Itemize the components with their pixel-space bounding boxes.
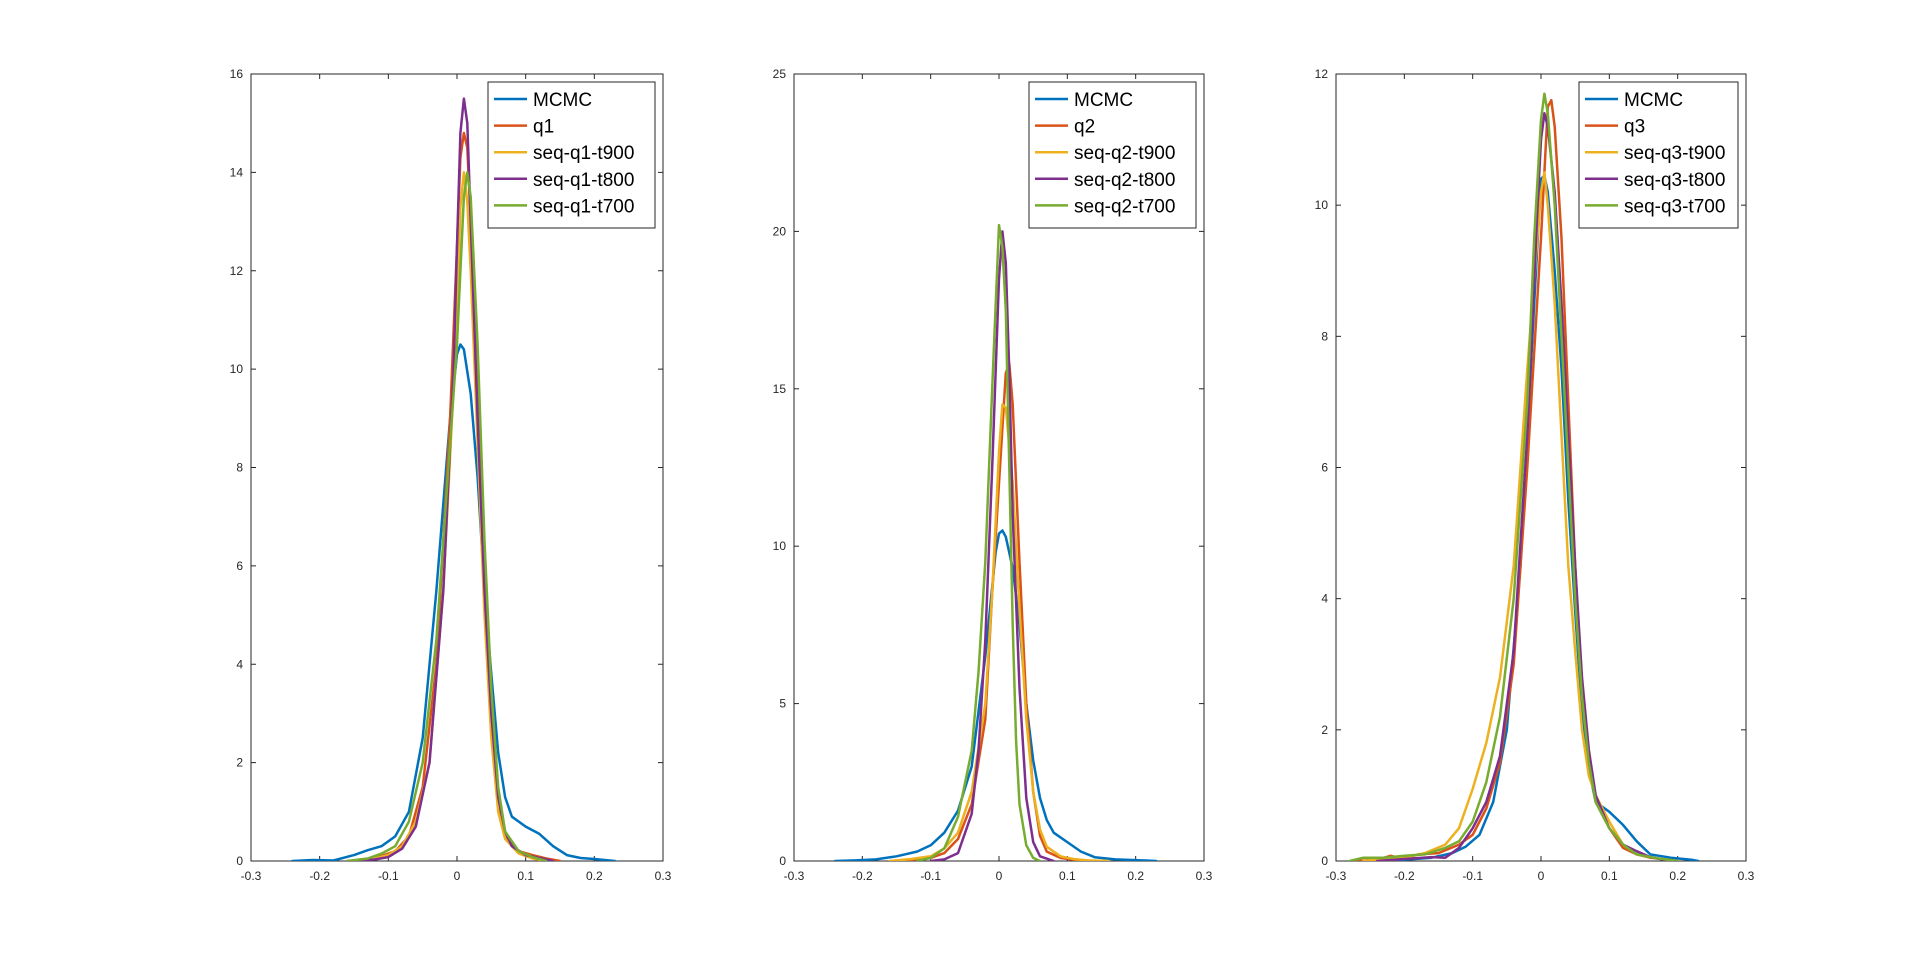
- legend-label: seq-q3-t800: [1624, 170, 1725, 191]
- x-tick-label: -0.1: [378, 869, 399, 883]
- legend-label: seq-q1-t700: [533, 196, 634, 217]
- subplot-2: -0.3 -0.2 -0.1 0 0.1 0.2 0.3 0 5 10 15 20 25 MCMC q2 se…: [773, 67, 1213, 883]
- series-line-seq-q2-t800: [929, 230, 1055, 861]
- x-tick-label: 0.1: [1601, 869, 1618, 883]
- y-tick-label: 4: [1321, 592, 1328, 606]
- x-tick-label: 0: [996, 869, 1003, 883]
- legend-box: [1028, 81, 1197, 229]
- x-tick-label: -0.3: [784, 869, 805, 883]
- y-tick-label: 16: [230, 67, 244, 81]
- y-tick-label: 14: [230, 165, 244, 179]
- y-tick-label: 0: [779, 854, 786, 868]
- subplot-1: -0.3 -0.2 -0.1 0 0.1 0.2 0.3 0 2 4 6 8 10 12 14 16 MCMC q…: [230, 67, 672, 883]
- x-tick-label: 0.1: [1059, 869, 1076, 883]
- y-tick-label: 12: [230, 264, 244, 278]
- x-tick-label: 0.2: [1127, 869, 1144, 883]
- x-tick-label: 0.3: [655, 869, 672, 883]
- legend-label: q3: [1624, 117, 1645, 138]
- y-tick-label: 20: [773, 224, 787, 238]
- x-tick-label: -0.2: [852, 869, 873, 883]
- y-tick-label: 10: [1315, 198, 1329, 212]
- legend-label: seq-q2-t800: [1074, 170, 1175, 191]
- x-tick-label: -0.2: [1394, 869, 1415, 883]
- y-tick-label: 5: [779, 697, 786, 711]
- series-line-seq-q2-t900: [888, 403, 1110, 861]
- series-line-MCMC: [290, 343, 617, 861]
- x-tick-label: -0.3: [1326, 869, 1347, 883]
- series-line-seq-q3-t900: [1362, 171, 1679, 861]
- legend-label: q1: [533, 117, 554, 138]
- y-tick-label: 6: [1321, 461, 1328, 475]
- legend-label: MCMC: [533, 90, 592, 111]
- legend-label: MCMC: [1074, 90, 1133, 111]
- y-tick-label: 15: [773, 382, 787, 396]
- legend-label: seq-q1-t800: [533, 170, 634, 191]
- series-line-seq-q1-t800: [352, 97, 555, 861]
- legend-label: seq-q2-t700: [1074, 196, 1175, 217]
- x-tick-label: 0.2: [586, 869, 603, 883]
- subplot-3: -0.3 -0.2 -0.1 0 0.1 0.2 0.3 0 2 4 6 8 10 12 MCMC q3 seq…: [1315, 67, 1755, 883]
- y-tick-label: 8: [236, 461, 243, 475]
- x-tick-label: 0.2: [1669, 869, 1686, 883]
- series-line-seq-q2-t700: [915, 223, 1042, 861]
- legend-label: seq-q3-t700: [1624, 196, 1725, 217]
- y-tick-label: 8: [1321, 329, 1328, 343]
- y-tick-label: 10: [773, 539, 787, 553]
- x-tick-label: 0.3: [1738, 869, 1755, 883]
- x-tick-label: -0.1: [920, 869, 941, 883]
- x-tick-label: -0.1: [1462, 869, 1483, 883]
- y-tick-label: 2: [1321, 723, 1328, 737]
- y-tick-label: 10: [230, 362, 244, 376]
- series-line-seq-q3-t700: [1348, 92, 1679, 861]
- x-tick-label: 0.3: [1196, 869, 1213, 883]
- legend-label: MCMC: [1624, 90, 1683, 111]
- y-tick-label: 4: [236, 657, 243, 671]
- series-line-MCMC: [1375, 174, 1700, 861]
- x-tick-label: -0.3: [241, 869, 262, 883]
- series-line-seq-q1-t700: [345, 171, 548, 861]
- y-tick-label: 0: [1321, 854, 1328, 868]
- legend-box: [487, 81, 656, 229]
- y-tick-label: 6: [236, 559, 243, 573]
- series-line-MCMC: [833, 529, 1158, 861]
- legend-label: seq-q3-t900: [1624, 143, 1725, 164]
- y-tick-label: 2: [236, 756, 243, 770]
- y-tick-label: 12: [1315, 67, 1329, 81]
- x-tick-label: -0.2: [309, 869, 330, 883]
- legend-label: seq-q2-t900: [1074, 143, 1175, 164]
- legend-label: seq-q1-t900: [533, 143, 634, 164]
- legend-label: q2: [1074, 117, 1095, 138]
- x-tick-label: 0: [454, 869, 461, 883]
- x-tick-label: 0.1: [517, 869, 534, 883]
- x-tick-label: 0: [1538, 869, 1545, 883]
- y-tick-label: 25: [773, 67, 787, 81]
- legend-box: [1578, 81, 1739, 229]
- y-tick-label: 0: [236, 854, 243, 868]
